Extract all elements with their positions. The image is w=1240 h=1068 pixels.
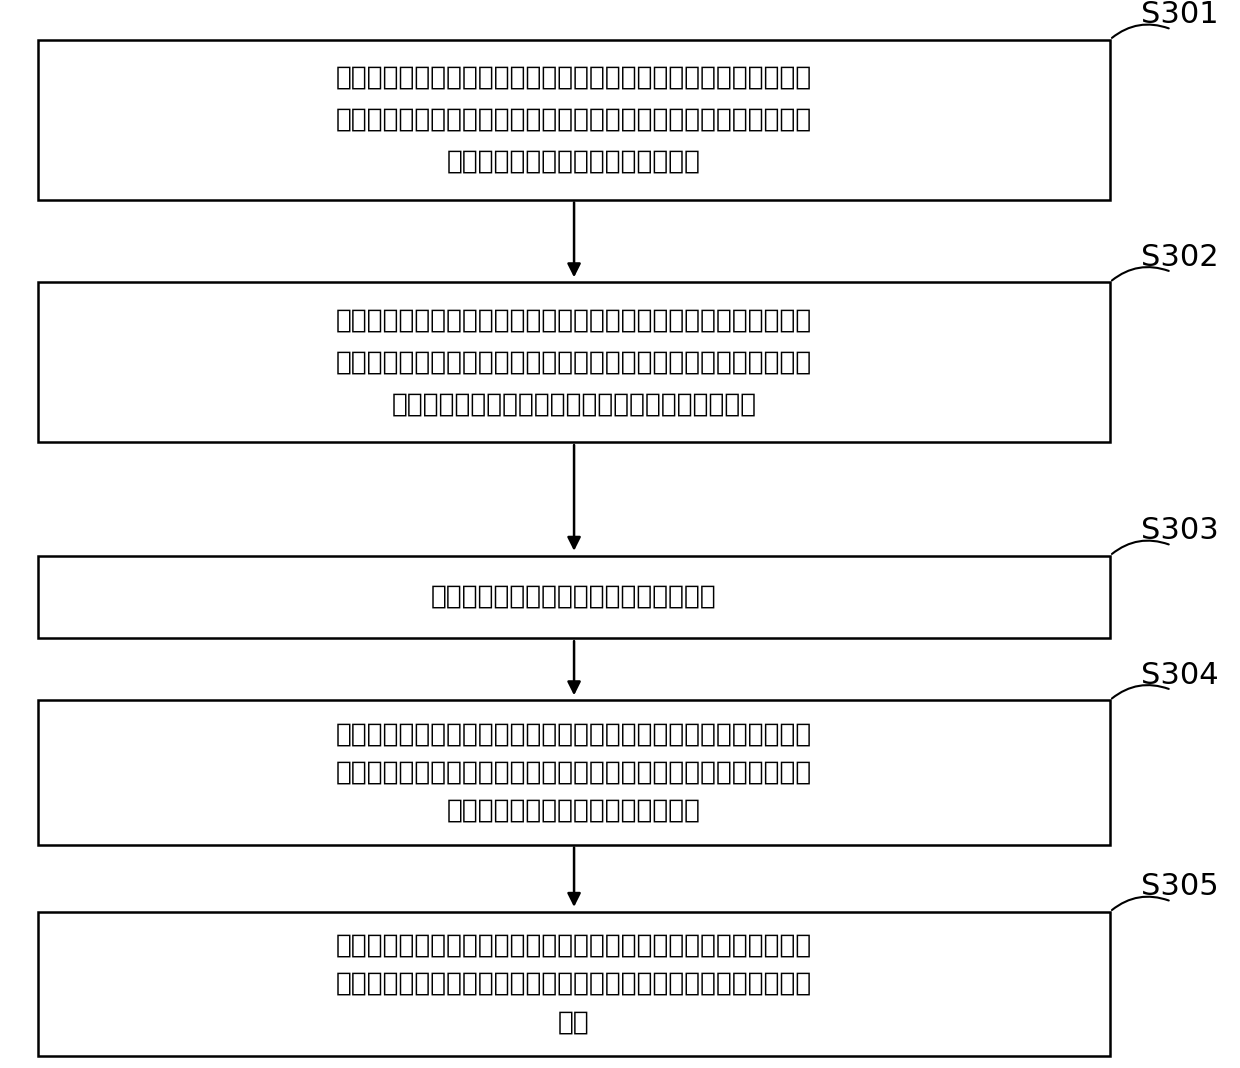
- Text: 电器断开、电机控制器执行放电操作: 电器断开、电机控制器执行放电操作: [448, 798, 701, 823]
- Text: S301: S301: [1141, 0, 1218, 29]
- Bar: [38, 912, 1110, 1056]
- Text: 当检测到启动指令时，将硬线对应的硬线信号由低电位切换为第一高: 当检测到启动指令时，将硬线对应的硬线信号由低电位切换为第一高: [336, 64, 812, 91]
- Text: 电位，传输第一低电位至电池管理系统和电机控制器，以使电池主继: 电位，传输第一低电位至电池管理系统和电机控制器，以使电池主继: [336, 759, 812, 785]
- Bar: [38, 282, 1110, 442]
- Text: 在确定下电准备操作完成后，将硬线信号由第二高电位切换为第一低: 在确定下电准备操作完成后，将硬线信号由第二高电位切换为第一低: [336, 722, 812, 748]
- Text: 当检测到下电指令时，执行下电准备操作: 当检测到下电指令时，执行下电准备操作: [432, 584, 717, 610]
- Text: S304: S304: [1141, 661, 1218, 690]
- Bar: [38, 701, 1110, 845]
- Text: 管理系统，以使电池管理系统中的电池主继电器闭合: 管理系统，以使电池管理系统中的电池主继电器闭合: [392, 391, 756, 418]
- Text: 状态: 状态: [558, 1009, 590, 1035]
- Text: 接收电机控制器及电池管理系统的上电反馈信号，根据该反馈信号，: 接收电机控制器及电池管理系统的上电反馈信号，根据该反馈信号，: [336, 308, 812, 333]
- Bar: [38, 40, 1110, 200]
- Bar: [38, 555, 1110, 639]
- Text: S302: S302: [1141, 242, 1218, 272]
- Text: 制器及电池管理系统中的电池控制器: 制器及电池管理系统中的电池控制器: [448, 148, 701, 175]
- Text: 控制器和电池管理系统，以控制电机控制器和电池管理系统进入休眠: 控制器和电池管理系统，以控制电机控制器和电池管理系统进入休眠: [336, 971, 812, 998]
- Text: S303: S303: [1141, 517, 1219, 546]
- Text: 将硬线信号由第一低电位切换为第二低电位，传输第二低电位至电机: 将硬线信号由第一低电位切换为第二低电位，传输第二低电位至电机: [336, 933, 812, 959]
- Text: 将硬线信号由第一高电位切换为第二高电位，传输第二高电位至电池: 将硬线信号由第一高电位切换为第二高电位，传输第二高电位至电池: [336, 349, 812, 375]
- Text: S305: S305: [1141, 873, 1218, 901]
- Text: 电位，传输第一高电位至电机控制器及电池管理系统，以启动电机控: 电位，传输第一高电位至电机控制器及电池管理系统，以启动电机控: [336, 107, 812, 132]
